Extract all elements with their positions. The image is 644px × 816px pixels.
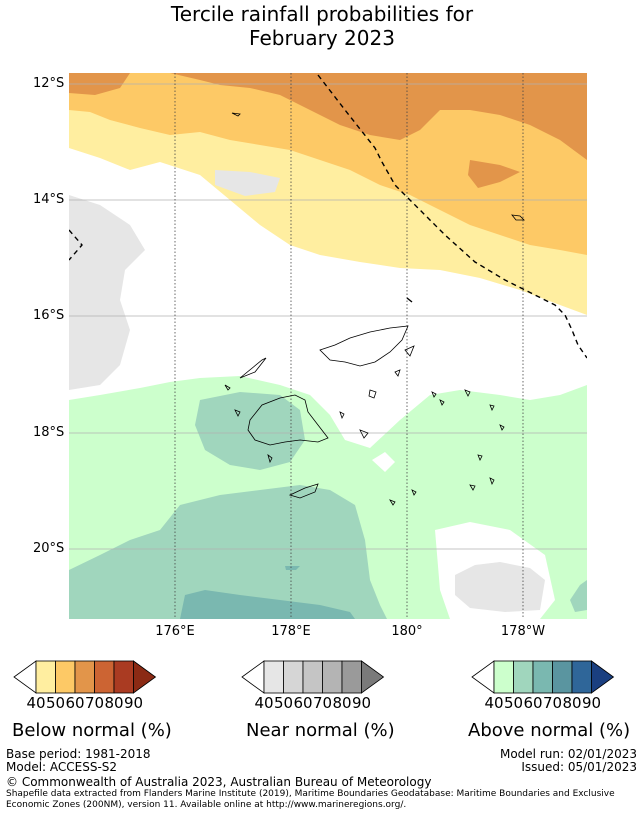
legend-swatch	[302, 660, 323, 694]
title-line-2: February 2023	[249, 26, 395, 50]
legend-swatch	[341, 660, 362, 694]
lat-label-20s: 20°S	[33, 541, 65, 556]
lon-label-178w: 178°W	[500, 624, 546, 639]
legend-swatch	[571, 660, 592, 694]
legend-min-arrow	[471, 660, 495, 694]
model-run: Model run: 02/01/2023	[499, 747, 637, 761]
legend-tick-label: 50	[503, 694, 524, 712]
eez-boundary	[317, 74, 587, 359]
above-normal-50-region	[195, 392, 305, 470]
near-normal-region-west	[69, 195, 145, 390]
fiji-islands-outline	[224, 112, 525, 506]
legend-tick-label: 80	[332, 694, 352, 712]
legend-swatch	[94, 660, 115, 694]
below-normal-50-region	[69, 73, 587, 255]
legend-swatch	[552, 660, 573, 694]
map-title: Tercile rainfall probabilities for Febru…	[0, 2, 644, 50]
legend-tick-label: 90	[581, 694, 602, 712]
legend-tick-label: 40	[26, 694, 46, 712]
issued-date: Issued: 05/01/2023	[521, 760, 637, 774]
lat-label-16s: 16°S	[33, 308, 65, 323]
legend-swatch	[55, 660, 76, 694]
legend-min-arrow	[13, 660, 37, 694]
legend-swatch	[283, 660, 304, 694]
legend-tick-label: 50	[273, 694, 294, 712]
legend-min-arrow	[241, 660, 265, 694]
shapefile-credit-1: Shapefile data extracted from Flanders M…	[6, 789, 615, 799]
legend-swatch	[35, 660, 56, 694]
base-period: Base period: 1981-2018	[6, 747, 151, 761]
legend-above-normal	[471, 660, 615, 694]
legend-title-below: Below normal (%)	[12, 720, 172, 741]
legend-tick-label: 80	[562, 694, 582, 712]
legend-swatch	[532, 660, 553, 694]
legend-below-normal	[13, 660, 157, 694]
legend-tick-label: 90	[123, 694, 144, 712]
legend-tick-label: 60	[293, 694, 313, 712]
legend-near-normal	[241, 660, 385, 694]
legend-tick-label: 60	[65, 694, 85, 712]
shapefile-credit-2: Economic Zones (200NM), version 11. Avai…	[6, 800, 407, 810]
legend-swatch	[513, 660, 534, 694]
copyright: © Commonwealth of Australia 2023, Austra…	[6, 775, 432, 789]
lon-label-178e: 178°E	[271, 624, 311, 639]
lat-label-14s: 14°S	[33, 192, 65, 207]
lat-label-12s: 12°S	[33, 76, 65, 91]
legend-tick-label: 60	[523, 694, 543, 712]
legend-tick-label: 70	[542, 694, 563, 712]
model-name: Model: ACCESS-S2	[6, 760, 118, 774]
legend-max-arrow	[361, 660, 385, 694]
legend-tick-label: 40	[484, 694, 504, 712]
legend-title-above: Above normal (%)	[468, 720, 631, 741]
legend-max-arrow	[133, 660, 157, 694]
legend-tick-label: 90	[351, 694, 372, 712]
legend-tick-label: 40	[254, 694, 274, 712]
legend-tick-label: 70	[84, 694, 105, 712]
legend-swatch	[263, 660, 284, 694]
legend-max-arrow	[591, 660, 615, 694]
legend-swatch	[113, 660, 134, 694]
legend-tick-label: 80	[104, 694, 124, 712]
lat-label-18s: 18°S	[33, 425, 65, 440]
legend-tick-label: 70	[312, 694, 333, 712]
lon-label-180: 180°	[391, 624, 423, 639]
below-normal-60-region	[170, 73, 587, 160]
title-line-1: Tercile rainfall probabilities for	[170, 2, 474, 26]
legend-swatch	[493, 660, 514, 694]
legend-swatch	[322, 660, 343, 694]
legend-title-near: Near normal (%)	[246, 720, 395, 741]
legend-tick-label: 50	[45, 694, 66, 712]
lon-label-176e: 176°E	[155, 624, 195, 639]
legend-swatch	[74, 660, 95, 694]
